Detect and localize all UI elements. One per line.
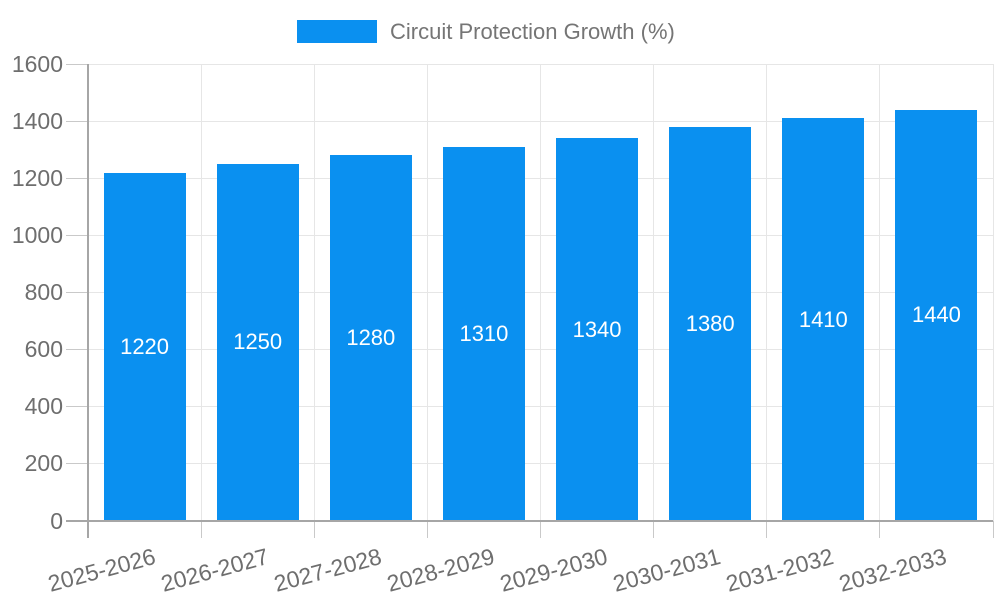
y-axis-tick: [66, 177, 88, 179]
x-axis-tick: [540, 521, 541, 538]
x-gridline: [992, 64, 994, 521]
x-axis-tick: [766, 521, 768, 538]
bar-value-label: 1280: [346, 325, 396, 351]
x-axis-tick-label: 2032-2033: [836, 543, 950, 597]
x-axis-tick: [992, 521, 994, 538]
bar[interactable]: [556, 138, 639, 521]
y-axis-tick-label: 200: [24, 450, 63, 477]
bar-value-label: 1220: [120, 333, 170, 359]
y-axis-tick: [66, 63, 88, 65]
y-axis-tick-label: 1200: [11, 164, 63, 191]
bar-value-label: 1250: [233, 329, 283, 355]
y-axis-tick-label: 1600: [11, 50, 63, 77]
bar[interactable]: [895, 109, 978, 521]
x-axis-tick-label: 2030-2031: [610, 543, 724, 597]
y-axis-tick: [66, 463, 88, 465]
x-axis-tick: [426, 521, 428, 538]
y-axis-tick-label: 400: [24, 393, 63, 420]
x-axis-tick-label: 2026-2027: [157, 543, 271, 597]
x-axis-tick: [879, 521, 881, 538]
x-axis-tick-label: 2029-2030: [497, 543, 611, 597]
bar-value-label: 1380: [685, 310, 735, 336]
x-gridline: [313, 64, 315, 521]
x-axis-tick: [313, 521, 315, 538]
x-gridline: [766, 64, 768, 521]
bar[interactable]: [782, 118, 865, 521]
y-axis-line: [86, 64, 89, 538]
legend-label: Circuit Protection Growth (%): [390, 18, 675, 44]
bar[interactable]: [216, 163, 299, 521]
x-axis-tick: [200, 521, 202, 538]
y-axis-tick: [66, 120, 88, 122]
x-gridline: [540, 64, 541, 521]
x-axis-tick: [653, 521, 655, 538]
legend-item[interactable]: Circuit Protection Growth (%): [297, 18, 675, 44]
y-axis-tick: [66, 292, 88, 293]
x-gridline: [879, 64, 881, 521]
x-axis-tick-label: 2028-2029: [384, 543, 498, 597]
y-axis-tick-label: 1400: [11, 107, 63, 134]
y-axis-tick-label: 600: [24, 336, 63, 363]
bar-value-label: 1410: [798, 306, 848, 332]
y-axis-tick-label: 1000: [11, 221, 63, 248]
y-axis-tick-label: 800: [24, 279, 63, 305]
bar-value-label: 1440: [911, 302, 961, 328]
legend-swatch-icon: [297, 20, 377, 43]
x-axis-tick-label: 2027-2028: [271, 543, 385, 597]
bar[interactable]: [329, 155, 412, 521]
x-axis-tick-label: 2025-2026: [44, 543, 158, 597]
y-axis-tick-label: 0: [50, 507, 63, 534]
bar-value-label: 1340: [572, 316, 622, 342]
y-axis-tick: [66, 349, 88, 351]
bar[interactable]: [103, 172, 186, 521]
y-axis-tick: [66, 234, 88, 236]
x-axis-tick-label: 2031-2032: [723, 543, 837, 597]
bar[interactable]: [442, 146, 525, 521]
bar[interactable]: [669, 126, 752, 521]
bar-value-label: 1310: [459, 320, 509, 346]
y-axis-tick: [66, 406, 88, 408]
x-axis-line: [66, 520, 993, 522]
x-gridline: [653, 64, 655, 521]
x-gridline: [200, 64, 202, 521]
x-gridline: [426, 64, 428, 521]
